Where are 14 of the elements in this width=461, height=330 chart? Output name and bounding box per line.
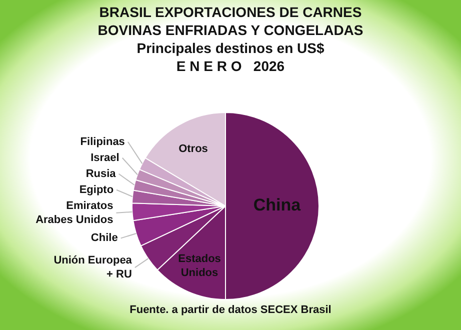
slice-label: Egipto xyxy=(79,184,114,196)
chart-title: BRASIL EXPORTACIONES DE CARNES BOVINAS ENFRIADAS Y CONGELADAS xyxy=(96,3,364,39)
slice-label: Israel xyxy=(90,152,120,164)
slice-label: China xyxy=(253,196,302,215)
slice-label: Rusia xyxy=(86,168,117,180)
slice-label: Unión Europea + RU xyxy=(54,254,133,281)
slice-label: Otros xyxy=(178,143,208,156)
slice-label: Estados Unidos xyxy=(178,253,221,280)
slice-label: Emiratos Arabes Unidos xyxy=(36,200,114,226)
chart-subtitle: Principales destinos en US$ xyxy=(136,39,326,57)
slice-label: Filipinas xyxy=(80,136,125,148)
source-note: Fuente. a partir de datos SECEX Brasil xyxy=(128,304,332,316)
slice-label: Chile xyxy=(90,232,118,244)
text: E N E R O 2026 xyxy=(175,57,286,75)
